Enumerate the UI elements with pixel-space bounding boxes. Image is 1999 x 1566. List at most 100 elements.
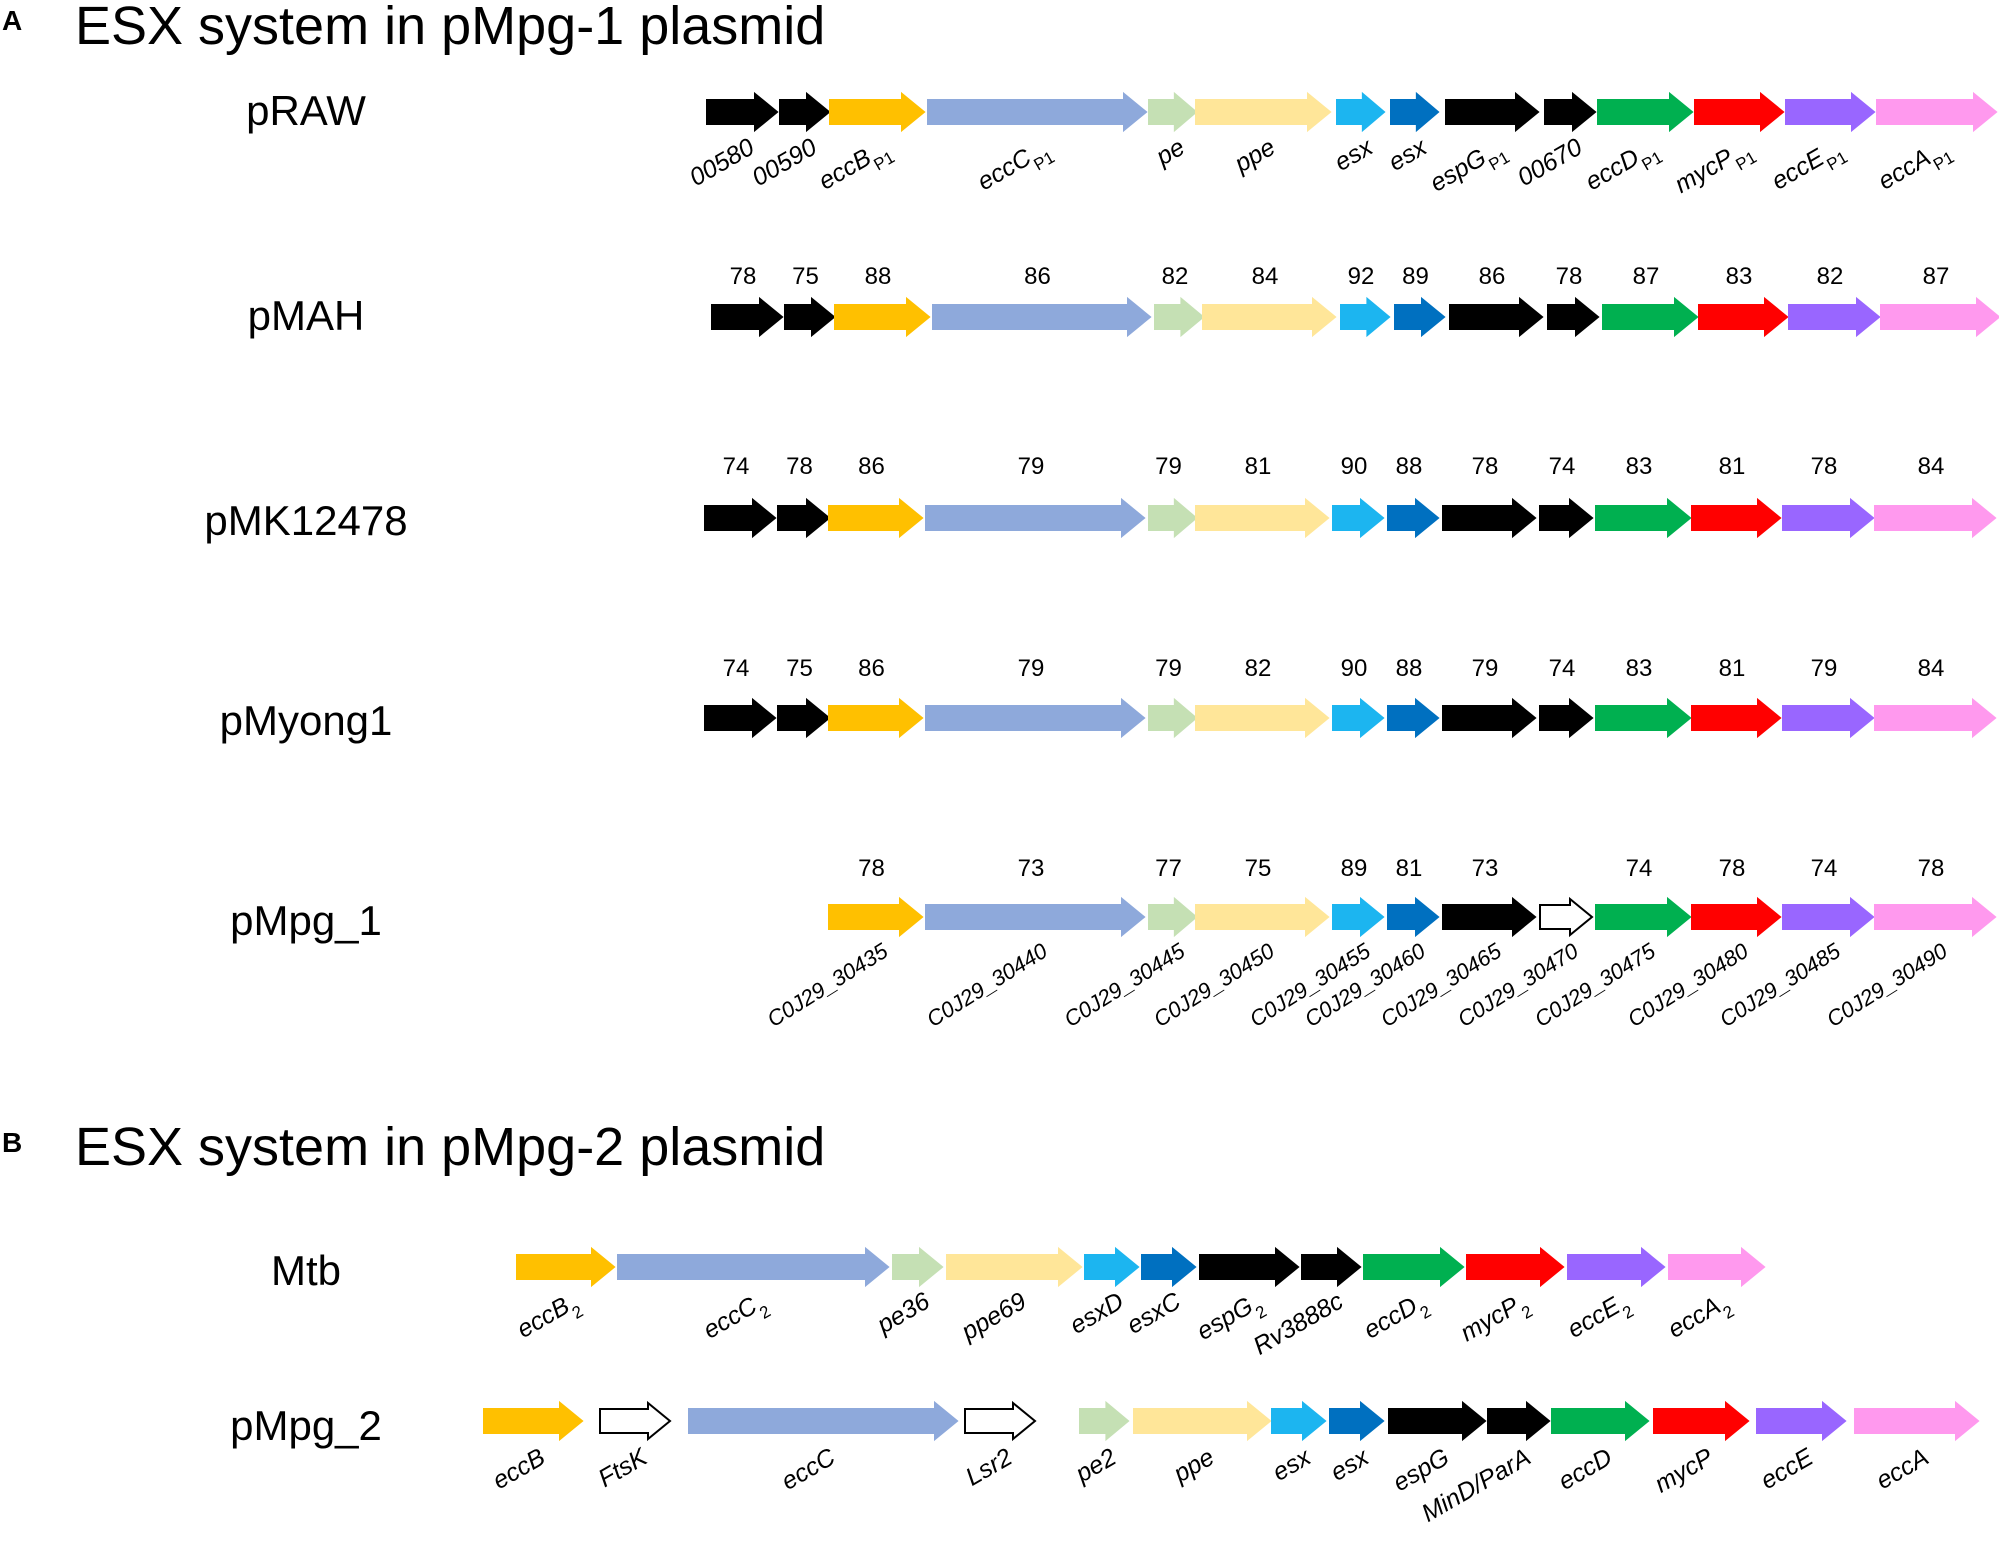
identity-value: 81 xyxy=(1245,453,1272,480)
gene-arrow xyxy=(1445,91,1540,133)
gene-label: esxD xyxy=(1065,1287,1128,1340)
gene-label: eccEP1 xyxy=(1767,133,1851,202)
gene-arrow xyxy=(828,697,924,739)
gene-label-name: eccE xyxy=(1756,1443,1818,1495)
gene-label: eccD xyxy=(1554,1443,1617,1496)
identity-value: 84 xyxy=(1918,453,1945,480)
gene-arrow xyxy=(1133,1400,1272,1442)
gene-label: 00590 xyxy=(747,133,821,192)
gene-arrow xyxy=(1148,896,1198,938)
gene-arrow xyxy=(688,1400,959,1442)
gene-label-name: ppe xyxy=(1168,1443,1219,1489)
gene-arrow xyxy=(1785,91,1876,133)
gene-label: eccD2 xyxy=(1359,1287,1434,1351)
gene-arrow xyxy=(1854,1400,1980,1442)
gene-label: eccAP1 xyxy=(1873,133,1957,202)
gene-label-name: esx xyxy=(1326,1442,1375,1486)
gene-label: ppe69 xyxy=(956,1287,1031,1347)
gene-arrow xyxy=(1874,896,1997,938)
gene-arrow xyxy=(927,91,1148,133)
gene-label-name: 00590 xyxy=(747,133,821,192)
identity-value: 79 xyxy=(1811,655,1838,682)
identity-value: 73 xyxy=(1018,855,1045,882)
gene-label-name: esxC xyxy=(1122,1286,1186,1339)
gene-arrow xyxy=(617,1246,890,1288)
gene-label: eccDP1 xyxy=(1581,133,1666,203)
gene-label: esx xyxy=(1326,1442,1375,1486)
gene-arrow xyxy=(1387,497,1440,539)
gene-arrow xyxy=(1195,497,1330,539)
gene-arrow xyxy=(1691,697,1782,739)
gene-label-subscript: P1 xyxy=(1638,147,1666,174)
gene-arrow xyxy=(1653,1400,1750,1442)
gene-arrow xyxy=(1876,91,1998,133)
gene-label: mycPP1 xyxy=(1670,133,1760,205)
identity-value: 78 xyxy=(1719,855,1746,882)
gene-label: eccCP1 xyxy=(973,133,1058,203)
gene-label-name: eccD xyxy=(1554,1443,1617,1496)
gene-label: Lsr2 xyxy=(961,1443,1017,1492)
gene-label: ppe xyxy=(1229,133,1280,179)
identity-value: 90 xyxy=(1341,655,1368,682)
gene-label-name: FtsK xyxy=(593,1442,653,1493)
gene-label: 00670 xyxy=(1513,133,1587,192)
identity-value: 77 xyxy=(1155,855,1182,882)
gene-arrow xyxy=(1141,1246,1197,1288)
gene-arrow xyxy=(1394,296,1446,338)
gene-row-pmpg-1: pMpg_1 78 C0J29_30435 73 C0J29_30440 77 C0J29_… xyxy=(230,855,1997,1032)
gene-label: C0J29_30440 xyxy=(922,938,1052,1032)
identity-value: 86 xyxy=(858,655,885,682)
gene-arrow xyxy=(1466,1246,1565,1288)
gene-label-subscript: P1 xyxy=(1030,147,1058,174)
gene-arrow xyxy=(777,497,831,539)
identity-value: 75 xyxy=(786,655,813,682)
gene-arrow xyxy=(779,91,831,133)
identity-value: 86 xyxy=(858,453,885,480)
gene-arrow xyxy=(1668,1246,1766,1288)
gene-label-name: ppe xyxy=(1229,133,1280,179)
panel-a-letter: A xyxy=(2,5,22,36)
identity-value: 79 xyxy=(1018,453,1045,480)
gene-label: esx xyxy=(1330,132,1379,176)
gene-label-name: eccA xyxy=(1871,1443,1933,1495)
identity-value: 88 xyxy=(1396,453,1423,480)
gene-arrow xyxy=(711,296,784,338)
row-name: pMpg_1 xyxy=(230,897,382,944)
gene-arrow xyxy=(1449,296,1544,338)
gene-arrow xyxy=(1148,697,1198,739)
gene-label-name: eccD xyxy=(1359,1292,1422,1345)
gene-label-name: esx xyxy=(1330,132,1379,176)
gene-label-name: C0J29_30440 xyxy=(922,938,1052,1032)
gene-arrow xyxy=(1595,497,1692,539)
gene-arrow xyxy=(1336,91,1386,133)
identity-value: 74 xyxy=(1549,453,1576,480)
gene-arrow xyxy=(704,697,777,739)
gene-label: mycP xyxy=(1650,1443,1718,1499)
gene-arrow xyxy=(1551,1400,1650,1442)
identity-value: 90 xyxy=(1341,453,1368,480)
identity-value: 84 xyxy=(1918,655,1945,682)
identity-value: 74 xyxy=(723,655,750,682)
gene-arrow xyxy=(1782,896,1875,938)
gene-arrow xyxy=(1442,497,1537,539)
gene-arrow xyxy=(1874,697,1997,739)
identity-value: 78 xyxy=(1918,855,1945,882)
gene-arrow xyxy=(1595,896,1692,938)
identity-value: 79 xyxy=(1018,655,1045,682)
gene-label-subscript: P1 xyxy=(1485,147,1513,174)
gene-label: pe xyxy=(1151,133,1190,172)
gene-arrow xyxy=(1363,1246,1465,1288)
gene-label: Rv3888c xyxy=(1249,1287,1349,1361)
row-name: pMAH xyxy=(248,292,365,339)
gene-arrow xyxy=(1154,296,1205,338)
gene-label-name: C0J29_30490 xyxy=(1822,938,1952,1032)
identity-value: 83 xyxy=(1726,263,1753,290)
gene-label-name: eccB xyxy=(512,1292,574,1344)
identity-value: 73 xyxy=(1472,855,1499,882)
gene-label: eccE xyxy=(1756,1443,1818,1495)
identity-value: 92 xyxy=(1348,263,1375,290)
identity-value: 78 xyxy=(730,263,757,290)
